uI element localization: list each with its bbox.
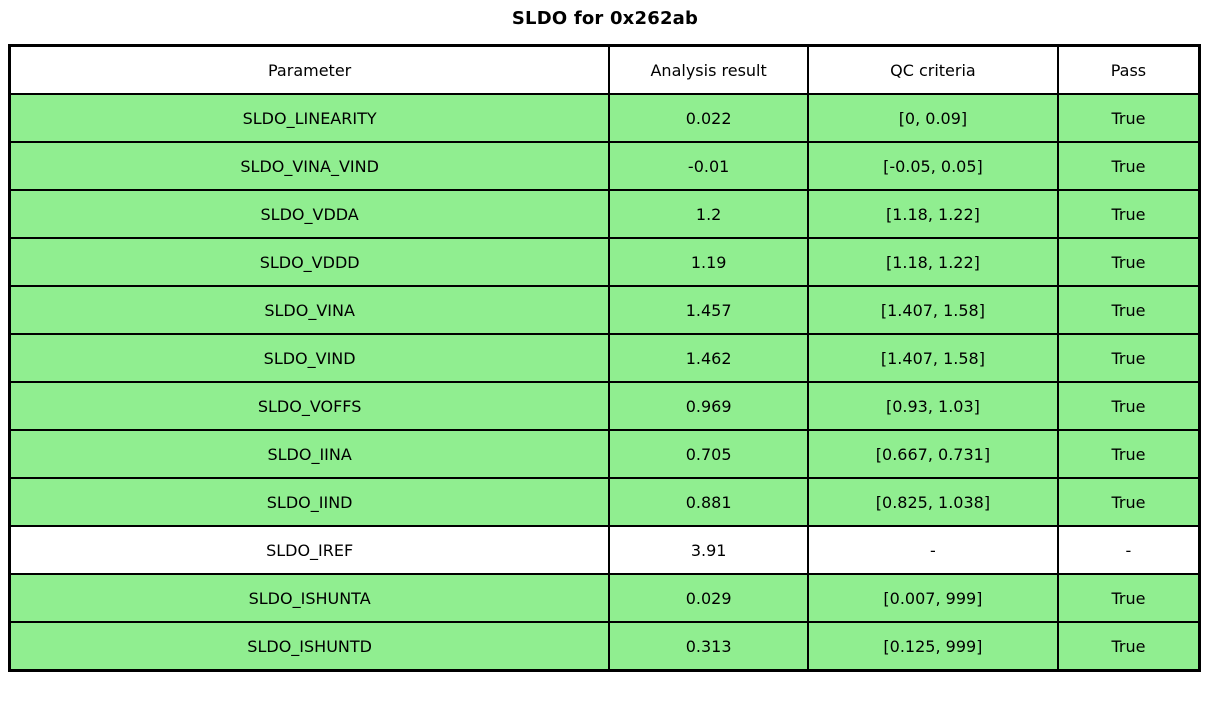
cell-pass: True	[1056, 189, 1201, 239]
table-row: SLDO_VOFFS 0.969 [0.93, 1.03] True	[8, 381, 1201, 431]
table-row: SLDO_IINA 0.705 [0.667, 0.731] True	[8, 429, 1201, 479]
cell-parameter: SLDO_ISHUNTD	[8, 621, 611, 672]
cell-pass: True	[1056, 621, 1201, 672]
cell-parameter: SLDO_VINA_VIND	[8, 141, 611, 191]
cell-analysis-result: 3.91	[608, 525, 809, 575]
cell-pass: -	[1056, 525, 1201, 575]
cell-pass: True	[1056, 477, 1201, 527]
col-header-pass: Pass	[1056, 44, 1201, 95]
cell-qc-criteria: [0.93, 1.03]	[806, 381, 1059, 431]
cell-analysis-result: -0.01	[608, 141, 809, 191]
cell-pass: True	[1056, 93, 1201, 143]
header-row: Parameter Analysis result QC criteria Pa…	[8, 44, 1201, 95]
cell-qc-criteria: [0.825, 1.038]	[806, 477, 1059, 527]
cell-analysis-result: 1.19	[608, 237, 809, 287]
cell-analysis-result: 0.029	[608, 573, 809, 623]
cell-parameter: SLDO_IINA	[8, 429, 611, 479]
cell-analysis-result: 0.969	[608, 381, 809, 431]
cell-parameter: SLDO_VIND	[8, 333, 611, 383]
cell-analysis-result: 0.313	[608, 621, 809, 672]
cell-pass: True	[1056, 573, 1201, 623]
cell-qc-criteria: [0.007, 999]	[806, 573, 1059, 623]
cell-analysis-result: 1.457	[608, 285, 809, 335]
col-header-analysis-result: Analysis result	[608, 44, 809, 95]
cell-pass: True	[1056, 141, 1201, 191]
table-row: SLDO_IREF 3.91- -	[8, 525, 1201, 575]
table-row: SLDO_VDDA 1.2 [1.18, 1.22] True	[8, 189, 1201, 239]
cell-pass: True	[1056, 381, 1201, 431]
cell-qc-criteria: -	[806, 525, 1059, 575]
table-row: SLDO_VINA 1.457 [1.407, 1.58] True	[8, 285, 1201, 335]
cell-analysis-result: 1.462	[608, 333, 809, 383]
cell-qc-criteria: [1.407, 1.58]	[806, 333, 1059, 383]
table-row: SLDO_VDDD 1.19 [1.18, 1.22] True	[8, 237, 1201, 287]
qc-results-table: Parameter Analysis result QC criteria Pa…	[8, 44, 1201, 672]
cell-qc-criteria: [0.667, 0.731]	[806, 429, 1059, 479]
table-row: SLDO_ISHUNTA 0.029 [0.007, 999] True	[8, 573, 1201, 623]
cell-analysis-result: 0.705	[608, 429, 809, 479]
table-row: SLDO_VINA_VIND -0.01 [-0.05, 0.05] True	[8, 141, 1201, 191]
cell-parameter: SLDO_VDDD	[8, 237, 611, 287]
cell-parameter: SLDO_LINEARITY	[8, 93, 611, 143]
cell-qc-criteria: [0.125, 999]	[806, 621, 1059, 672]
table-row: SLDO_LINEARITY 0.022 [0, 0.09] True	[8, 93, 1201, 143]
cell-qc-criteria: [-0.05, 0.05]	[806, 141, 1059, 191]
cell-parameter: SLDO_IIND	[8, 477, 611, 527]
cell-analysis-result: 0.881	[608, 477, 809, 527]
cell-parameter: SLDO_IREF	[8, 525, 611, 575]
cell-qc-criteria: [1.407, 1.58]	[806, 285, 1059, 335]
table-row: SLDO_IIND 0.881 [0.825, 1.038] True	[8, 477, 1201, 527]
cell-analysis-result: 0.022	[608, 93, 809, 143]
cell-parameter: SLDO_VINA	[8, 285, 611, 335]
table-body: SLDO_LINEARITY 0.022 [0, 0.09] True SLDO_VIN…	[8, 93, 1201, 672]
cell-pass: True	[1056, 237, 1201, 287]
cell-qc-criteria: [1.18, 1.22]	[806, 237, 1059, 287]
page-title: SLDO for 0x262ab	[511, 8, 699, 29]
table-row: SLDO_VIND 1.462 [1.407, 1.58] True	[8, 333, 1201, 383]
cell-qc-criteria: [0, 0.09]	[806, 93, 1059, 143]
cell-parameter: SLDO_VDDA	[8, 189, 611, 239]
table-row: SLDO_ISHUNTD 0.313 [0.125, 999] True	[8, 621, 1201, 672]
col-header-parameter: Parameter	[8, 44, 611, 95]
cell-pass: True	[1056, 333, 1201, 383]
cell-qc-criteria: [1.18, 1.22]	[806, 189, 1059, 239]
cell-parameter: SLDO_VOFFS	[8, 381, 611, 431]
cell-parameter: SLDO_ISHUNTA	[8, 573, 611, 623]
cell-pass: True	[1056, 429, 1201, 479]
cell-analysis-result: 1.2	[608, 189, 809, 239]
cell-pass: True	[1056, 285, 1201, 335]
col-header-qc-criteria: QC criteria	[806, 44, 1059, 95]
